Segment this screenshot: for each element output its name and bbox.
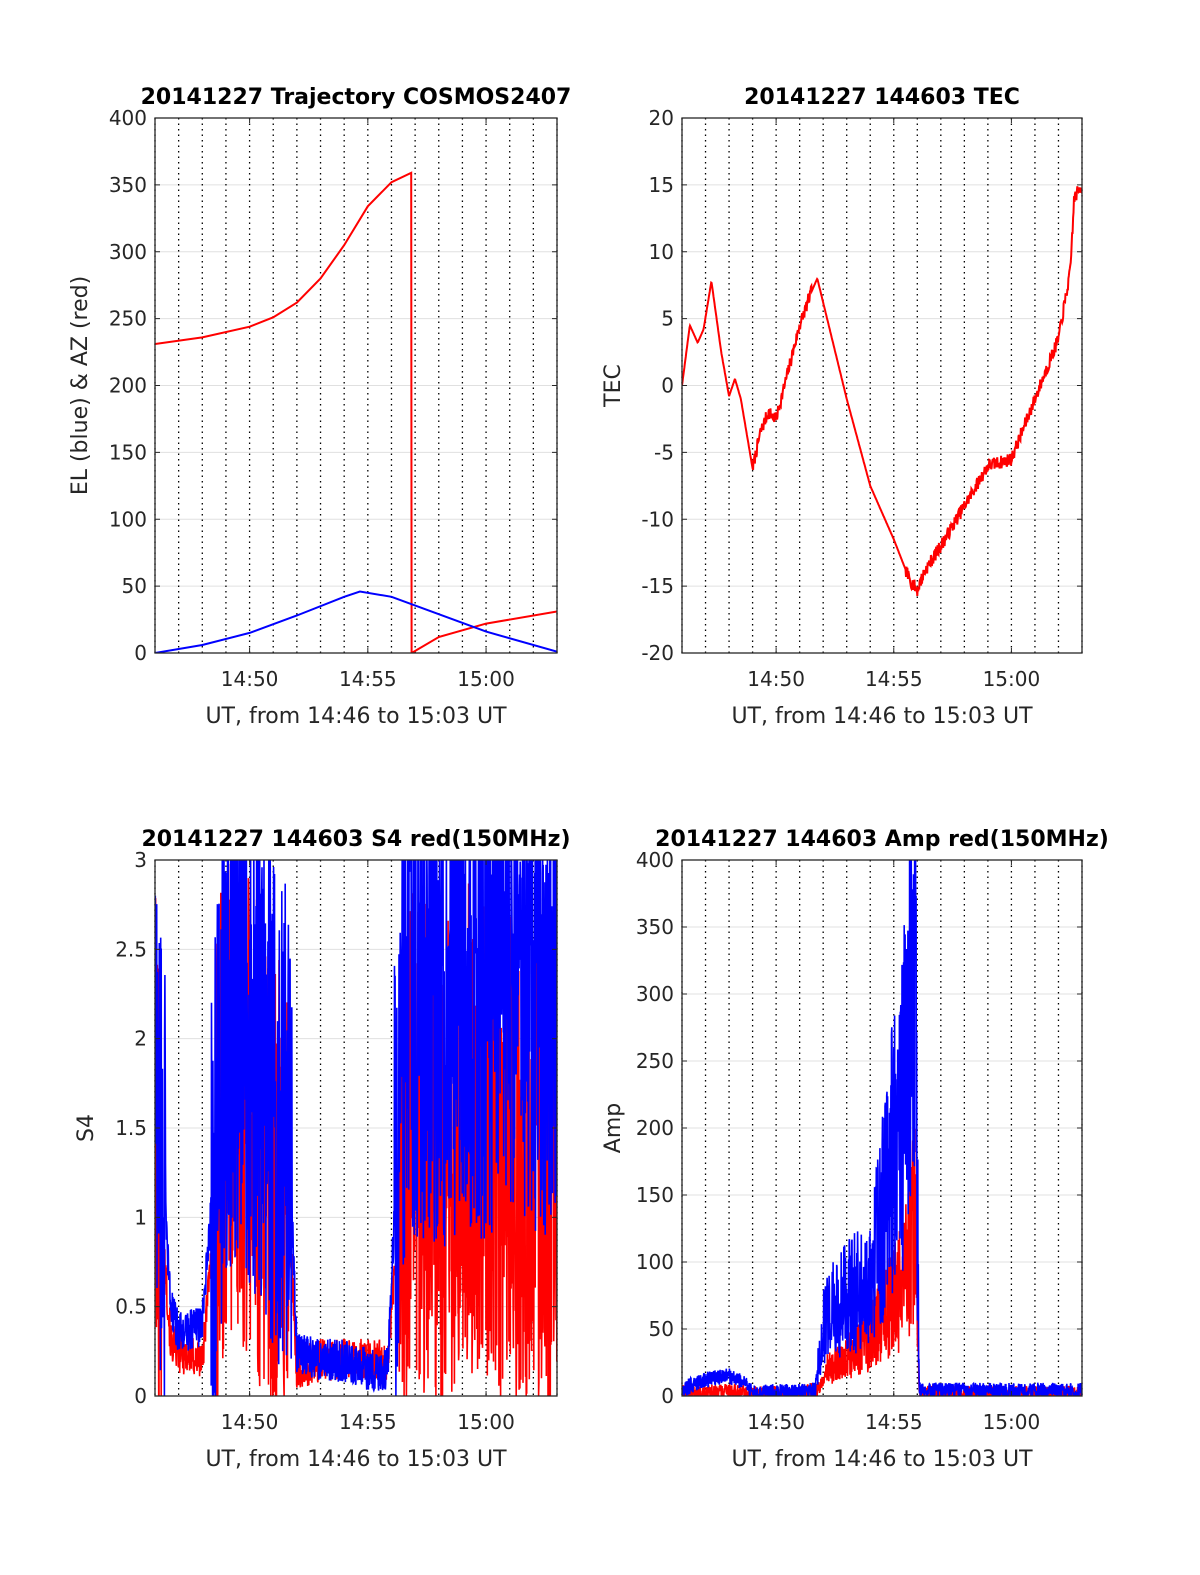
- y-tick-label: 0: [661, 374, 674, 398]
- y-tick-label: 20: [649, 106, 674, 130]
- y-tick-label: 15: [649, 173, 674, 197]
- y-tick-label: 50: [649, 1317, 674, 1341]
- x-axis-label: UT, from 14:46 to 15:03 UT: [205, 1447, 507, 1472]
- y-tick-label: 5: [661, 307, 674, 331]
- y-tick-label: 350: [109, 173, 147, 197]
- x-tick-label: 15:00: [457, 667, 515, 691]
- x-tick-label: 14:55: [339, 667, 397, 691]
- x-tick-label: 14:50: [747, 1410, 805, 1434]
- series-amp_blue: [682, 860, 1082, 1396]
- y-tick-label: 0: [661, 1384, 674, 1408]
- series-tec: [682, 186, 1082, 597]
- y-tick-label: -10: [641, 507, 674, 531]
- y-tick-label: -20: [641, 641, 674, 665]
- y-tick-label: 200: [636, 1116, 674, 1140]
- y-tick-label: 300: [109, 240, 147, 264]
- y-tick-label: 250: [636, 1049, 674, 1073]
- x-tick-label: 15:00: [457, 1410, 515, 1434]
- x-tick-label: 14:55: [865, 1410, 923, 1434]
- y-axis-label: S4: [74, 1114, 99, 1142]
- y-tick-label: 100: [109, 507, 147, 531]
- y-axis-label: EL (blue) & AZ (red): [68, 276, 93, 495]
- x-tick-label: 15:00: [983, 1410, 1041, 1434]
- x-tick-label: 14:55: [865, 667, 923, 691]
- y-tick-label: 250: [109, 307, 147, 331]
- y-tick-label: 0.5: [115, 1295, 147, 1319]
- x-tick-label: 14:55: [339, 1410, 397, 1434]
- y-tick-label: 1.5: [115, 1116, 147, 1140]
- y-tick-label: 200: [109, 374, 147, 398]
- y-tick-label: 350: [636, 915, 674, 939]
- y-tick-label: -5: [654, 440, 674, 464]
- x-tick-label: 15:00: [983, 667, 1041, 691]
- y-tick-label: 50: [122, 574, 147, 598]
- y-tick-label: 1: [134, 1205, 147, 1229]
- y-tick-label: 300: [636, 982, 674, 1006]
- x-axis-label: UT, from 14:46 to 15:03 UT: [731, 704, 1033, 729]
- y-axis-label: Amp: [601, 1103, 626, 1153]
- y-tick-label: -15: [641, 574, 674, 598]
- y-tick-label: 2.5: [115, 937, 147, 961]
- chart-title: 20141227 Trajectory COSMOS2407: [141, 85, 572, 110]
- y-tick-label: 100: [636, 1250, 674, 1274]
- x-tick-label: 14:50: [221, 667, 279, 691]
- amp-chart: 0 50 100 150 200 250 300 350 400 14:50 14:55 15:00 2…: [601, 827, 1109, 1472]
- trajectory-chart: 0 50 100 150 200 250 300 350 400 14:50 14:55 15:00 2…: [68, 85, 571, 729]
- s4-chart: 0 0.5 1 1.5 2 2.5 3 14:50 14:55 15:00 20141227 144…: [74, 827, 571, 1472]
- y-tick-label: 150: [109, 440, 147, 464]
- x-tick-label: 14:50: [747, 667, 805, 691]
- x-tick-label: 14:50: [221, 1410, 279, 1434]
- y-tick-label: 400: [636, 848, 674, 872]
- series-el: [155, 590, 557, 653]
- x-axis-label: UT, from 14:46 to 15:03 UT: [205, 704, 507, 729]
- y-tick-label: 2: [134, 1027, 147, 1051]
- series-az: [155, 171, 557, 653]
- y-axis-label: TEC: [601, 364, 626, 408]
- y-tick-label: 10: [649, 240, 674, 264]
- x-axis-label: UT, from 14:46 to 15:03 UT: [731, 1447, 1033, 1472]
- chart-title: 20141227 144603 S4 red(150MHz): [141, 827, 570, 852]
- y-tick-label: 3: [134, 848, 147, 872]
- y-tick-label: 400: [109, 106, 147, 130]
- y-tick-label: 0: [134, 1384, 147, 1408]
- chart-title: 20141227 144603 TEC: [744, 85, 1020, 110]
- tec-chart: -20 -15 -10 -5 0 5 10 15 20 14:50 14:55 15:00 201412…: [601, 85, 1083, 729]
- y-tick-label: 0: [134, 641, 147, 665]
- y-tick-label: 150: [636, 1183, 674, 1207]
- chart-title: 20141227 144603 Amp red(150MHz): [655, 827, 1109, 852]
- series-s4_blue: [155, 860, 557, 1396]
